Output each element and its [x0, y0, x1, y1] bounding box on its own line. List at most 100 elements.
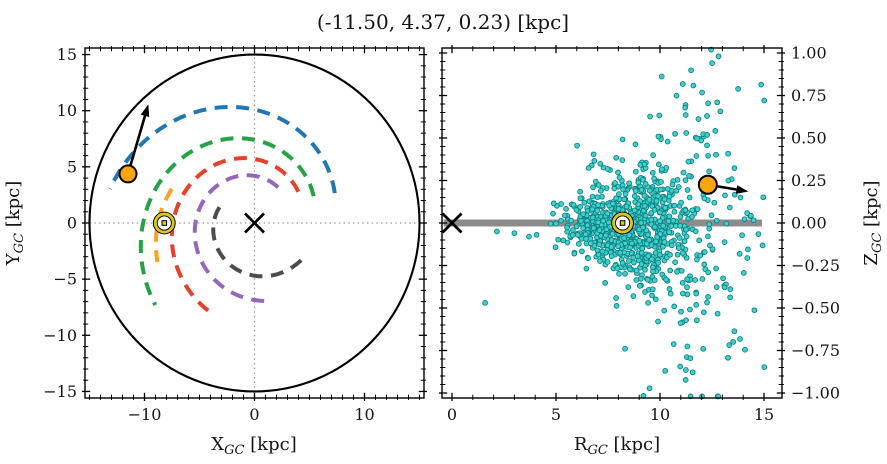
scatter-point — [689, 207, 696, 214]
scatter-point — [594, 194, 601, 201]
scatter-point — [692, 228, 699, 235]
scatter-point — [622, 345, 628, 352]
scatter-point — [666, 213, 673, 220]
scatter-point — [615, 169, 621, 176]
scatter-point — [533, 231, 540, 238]
scatter-point — [671, 202, 678, 209]
scatter-point — [690, 82, 697, 89]
scatter-point — [577, 204, 583, 210]
scatter-point — [631, 207, 638, 214]
scatter-point — [744, 255, 751, 261]
sagittarius-arm — [169, 156, 301, 318]
scatter-point — [631, 259, 637, 266]
scatter-point — [638, 261, 645, 267]
scatter-point — [630, 293, 637, 299]
scatter-point — [721, 284, 728, 291]
scatter-point — [558, 201, 565, 207]
scatter-point — [706, 168, 713, 175]
scatter-point — [684, 187, 691, 193]
scatter-point — [689, 213, 695, 220]
scatter-point — [735, 86, 741, 92]
scatter-point — [700, 309, 707, 316]
scatter-point — [693, 153, 700, 159]
y-axis-label-rz-main: Z — [861, 253, 882, 266]
scatter-point — [731, 328, 738, 335]
scatter-point — [684, 343, 691, 350]
scatter-point — [722, 192, 728, 199]
scatter-point — [683, 233, 690, 240]
scatter-point — [597, 160, 604, 167]
scatter-point — [653, 238, 659, 245]
scatter-point — [713, 151, 719, 158]
scatter-point — [709, 60, 715, 66]
scatter-point — [684, 276, 690, 283]
scatter-point — [638, 249, 645, 256]
scatter-point — [693, 317, 700, 324]
scatter-point — [705, 100, 711, 107]
scatter-point — [647, 113, 653, 120]
local-arm — [153, 187, 174, 263]
scatter-point — [712, 128, 719, 134]
scatter-point — [571, 250, 578, 257]
y-axis-label-rz-sub: GC — [870, 233, 885, 253]
tick-label: 0 — [67, 214, 77, 233]
scatter-point — [622, 270, 628, 277]
scatter-point — [574, 232, 581, 238]
scatter-point — [621, 196, 628, 203]
scatter-point — [751, 307, 758, 314]
scatter-point — [736, 250, 743, 257]
scatter-point — [678, 267, 685, 274]
scatter-point — [713, 265, 719, 272]
scatter-point — [666, 229, 672, 236]
scatter-point — [666, 286, 673, 292]
star-marker — [118, 164, 138, 184]
scatter-point — [616, 271, 622, 277]
scatter-point — [667, 251, 673, 258]
scatter-point — [547, 220, 554, 227]
scatter-point — [648, 216, 655, 223]
velocity-arrow-head — [735, 185, 749, 194]
scatter-point — [655, 318, 661, 325]
scatter-point — [595, 202, 601, 208]
scatter-point — [660, 222, 667, 229]
scatter-point — [686, 173, 692, 179]
scatter-point — [759, 242, 766, 249]
scatter-point — [660, 243, 666, 250]
scatter-point — [604, 210, 611, 217]
tick-label: −5 — [53, 270, 77, 289]
scatter-point — [662, 204, 669, 211]
tick-label: 5 — [67, 157, 77, 176]
scatter-point — [558, 217, 564, 224]
scatter-point — [649, 169, 656, 176]
tick-label: 10 — [354, 405, 374, 424]
scatter-point — [717, 108, 724, 115]
scatter-point — [570, 201, 577, 208]
scatter-point — [632, 168, 639, 175]
scatter-point — [694, 206, 701, 212]
scatter-point — [650, 152, 656, 158]
scatter-point — [646, 385, 653, 392]
scatter-point — [611, 185, 618, 192]
scatter-point — [741, 216, 748, 223]
scatter-point — [664, 138, 671, 145]
scatter-point — [623, 203, 630, 210]
scatter-point — [661, 196, 668, 203]
scatter-point — [625, 284, 632, 290]
scatter-point — [582, 231, 589, 238]
scatter-point — [637, 283, 643, 289]
scatter-point — [687, 306, 693, 313]
scatter-point — [602, 280, 609, 286]
scatter-point — [585, 255, 591, 262]
scatter-point — [585, 165, 592, 171]
scatter-point — [671, 303, 678, 310]
scatter-point — [727, 286, 734, 292]
scatter-point — [626, 232, 633, 238]
scatter-point — [609, 231, 616, 237]
scatter-point — [577, 188, 583, 195]
tick-label: 0 — [249, 405, 259, 424]
outer-arm — [108, 104, 337, 194]
scatter-point — [699, 276, 706, 282]
scatter-point — [494, 228, 500, 235]
scatter-point — [590, 225, 597, 231]
scatter-point — [636, 237, 643, 244]
